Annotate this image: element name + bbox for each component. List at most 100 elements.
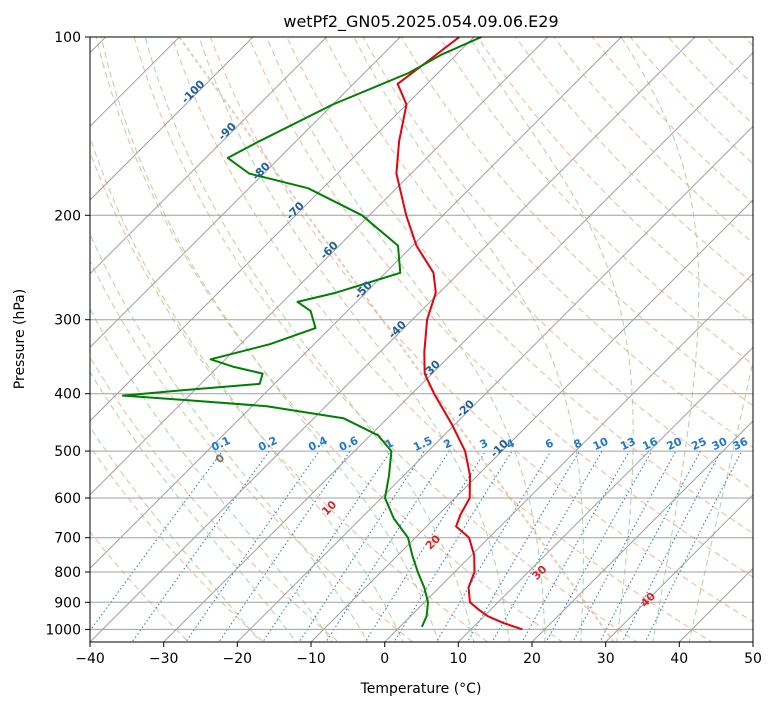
mixing-ratio-label: 3 <box>478 436 490 451</box>
y-tick-label: 700 <box>54 531 81 547</box>
y-tick-label: 200 <box>54 208 81 224</box>
moist-adiabat-line <box>144 37 475 642</box>
isotherm-line <box>384 272 753 642</box>
isotherm-line <box>90 37 401 349</box>
dry-adiabat-line <box>171 37 713 642</box>
x-tick-label: 50 <box>744 651 762 667</box>
isotherm-line <box>531 420 753 642</box>
dry-adiabat-line <box>629 37 753 165</box>
y-tick-label: 1000 <box>45 622 81 638</box>
y-tick-label: 500 <box>54 444 81 460</box>
dry-adiabat-line <box>757 11 775 654</box>
mixing-ratio-label: 20 <box>665 435 685 453</box>
isotherm-label: -70 <box>284 199 307 222</box>
dry-adiabat-line <box>90 445 265 642</box>
isotherm-label: -40 <box>386 318 409 341</box>
moist-adiabat-line <box>90 370 297 642</box>
mixing-ratio-line <box>131 450 270 642</box>
dry-adiabat-line <box>324 37 753 491</box>
chart-title: wetPf2_GN05.2025.054.09.06.E29 <box>283 12 558 32</box>
x-tick-label: −10 <box>296 651 326 667</box>
isotherm-line <box>605 493 753 642</box>
mixing-ratio-label: 16 <box>640 435 660 453</box>
mixing-ratio-label: 2 <box>442 436 454 451</box>
temperature-profile-line <box>395 37 523 631</box>
mixing-ratio-line <box>298 450 425 642</box>
y-tick-label: 300 <box>54 313 81 329</box>
moist-adiabat-line <box>90 232 369 642</box>
isotherm-label: -20 <box>454 397 477 420</box>
x-tick-label: 30 <box>597 651 615 667</box>
dry-adiabat-line <box>591 37 753 204</box>
moist-adiabat-line <box>469 37 634 642</box>
isotherm-line <box>90 37 696 642</box>
isotherm-line <box>90 37 622 570</box>
isotherm-line <box>90 37 549 496</box>
dry-adiabat-label: 10 <box>319 498 339 518</box>
mixing-ratio-label: 30 <box>710 435 730 453</box>
dewpoint-profile-line <box>121 37 482 628</box>
isotherm-line <box>457 346 753 642</box>
dry-adiabat-line <box>667 37 753 125</box>
dry-adiabat-line <box>400 37 753 407</box>
x-tick-label: −20 <box>223 651 253 667</box>
profile-lines <box>121 37 523 631</box>
mixing-ratio-line <box>393 450 513 642</box>
y-tick-label: 600 <box>54 491 81 507</box>
mixing-ratio-line <box>90 450 223 632</box>
isotherm-line <box>752 641 753 642</box>
x-tick-label: 40 <box>670 651 688 667</box>
x-tick-label: 10 <box>449 651 467 667</box>
y-tick-label: 400 <box>54 387 81 403</box>
mixing-ratio-line <box>435 450 552 642</box>
x-tick-label: 0 <box>380 651 389 667</box>
dry-adiabat-line <box>209 37 753 623</box>
moist-adiabat-line <box>620 37 700 642</box>
x-axis-label: Temperature (°C) <box>360 681 482 697</box>
mixing-ratio-line <box>325 450 450 642</box>
y-tick-label: 900 <box>54 595 81 611</box>
moist-adiabat-line <box>353 37 584 642</box>
isotherm-line <box>310 199 753 642</box>
background-curve <box>178 37 615 642</box>
isotherm-line <box>236 125 753 642</box>
x-tick-label: −40 <box>75 651 105 667</box>
isotherm-label: -30 <box>420 357 443 380</box>
dry-adiabat-line <box>743 37 753 47</box>
dry-adiabat-line <box>133 37 638 642</box>
mixing-ratio-label: 6 <box>543 436 556 451</box>
dry-adiabat-line <box>476 37 753 325</box>
mixing-ratio-line <box>644 450 743 642</box>
moist-adiabat-line <box>266 37 546 642</box>
isotherm-line <box>678 567 753 642</box>
background-grid <box>90 11 775 654</box>
mixing-ratio-label: 10 <box>591 435 611 453</box>
mixing-ratio-line <box>262 450 392 642</box>
isotherm-line <box>90 37 254 201</box>
mixing-ratio-label: 25 <box>689 435 708 453</box>
dry-adiabat-label: 30 <box>530 562 550 582</box>
axes: −40 −30 −20 −10 0 10 20 30 40 50 100 200 300 400 500 60… <box>45 30 762 667</box>
mixing-ratio-label: 13 <box>618 435 637 453</box>
y-tick-label: 800 <box>54 565 81 581</box>
x-tick-label: 20 <box>523 651 541 667</box>
isotherm-line <box>90 37 475 422</box>
dry-adiabat-line <box>705 37 753 86</box>
dry-adiabat-line <box>90 259 414 642</box>
y-tick-label: 100 <box>54 30 81 46</box>
dry-adiabat-line <box>438 37 753 366</box>
moist-adiabat-line <box>688 358 753 642</box>
isotherm-label: -100 <box>179 77 208 106</box>
isotherm-line <box>163 51 753 642</box>
isotherm-label: -90 <box>216 120 239 143</box>
dry-adiabat-line <box>90 150 489 642</box>
mixing-ratio-line <box>466 450 580 642</box>
mixing-ratio-line <box>545 450 653 642</box>
y-axis-label: Pressure (hPa) <box>12 289 28 389</box>
dry-adiabat-line <box>95 37 564 642</box>
isotherm-line <box>90 37 328 275</box>
x-tick-label: −30 <box>149 651 179 667</box>
moist-adiabat-line <box>90 308 333 642</box>
